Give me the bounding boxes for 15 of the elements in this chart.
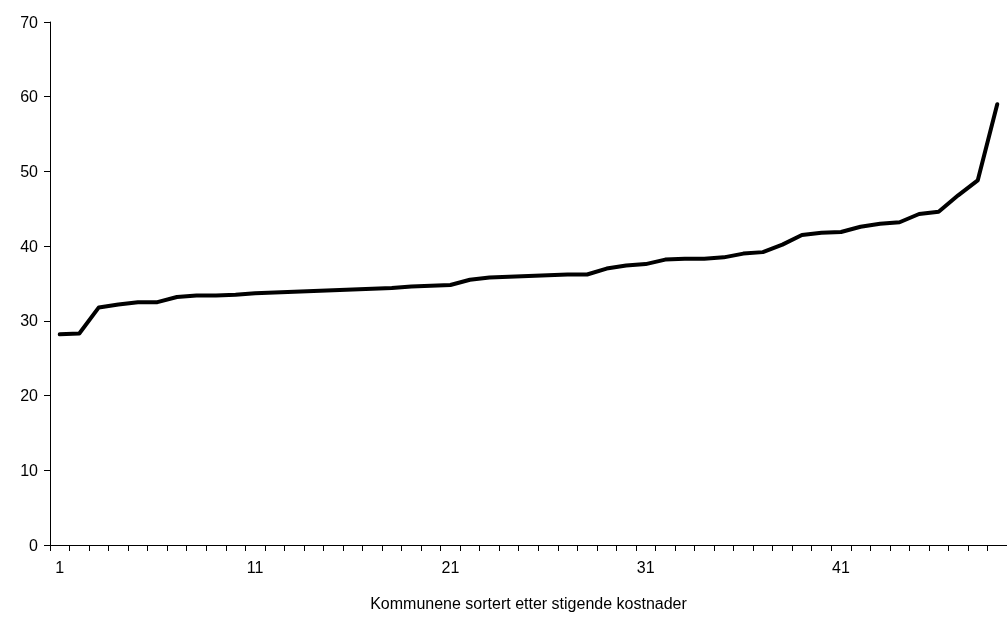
y-tick-label: 70 — [20, 13, 39, 31]
line-series — [57, 102, 1000, 337]
y-tick-label: 0 — [29, 536, 39, 554]
x-tick-label: 1 — [55, 558, 65, 576]
x-axis-title: Kommunene sortert etter stigende kostnader — [370, 594, 688, 612]
x-tick-label: 41 — [832, 558, 850, 576]
x-tick-label: 11 — [246, 558, 264, 576]
y-tick-label: 20 — [20, 387, 39, 405]
x-tick-label: 31 — [636, 558, 655, 576]
y-tick-label: 10 — [20, 461, 39, 479]
y-tick-label: 50 — [20, 162, 39, 180]
y-tick-label: 30 — [20, 312, 39, 330]
x-tick-label: 21 — [441, 558, 460, 576]
y-tick-label: 40 — [20, 237, 39, 255]
y-tick-label: 60 — [20, 88, 39, 106]
